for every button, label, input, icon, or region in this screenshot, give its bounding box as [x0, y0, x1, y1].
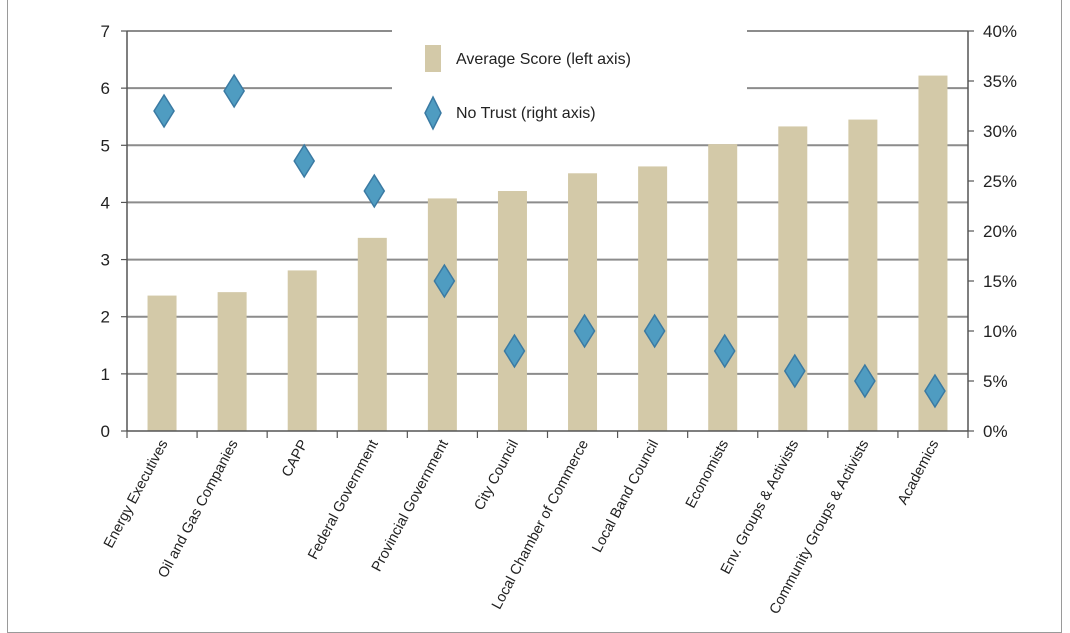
right-tick-label: 10%: [983, 322, 1017, 341]
left-tick-label: 1: [101, 365, 110, 384]
gridlines: [127, 30, 968, 375]
right-tick-label: 0%: [983, 422, 1008, 441]
marker-no-trust: [503, 333, 526, 369]
right-tick-label: 15%: [983, 272, 1017, 291]
legend-background: [392, 30, 747, 140]
bar-average-score: [708, 144, 738, 431]
bar-series: [147, 75, 948, 432]
right-tick-label: 25%: [983, 172, 1017, 191]
marker-no-trust: [924, 373, 946, 409]
category-label: Energy Executives: [101, 437, 172, 551]
legend: Average Score (left axis) No Trust (righ…: [392, 30, 747, 140]
bar-average-score: [217, 292, 247, 431]
category-label: Academics: [895, 437, 942, 507]
marker-no-trust: [573, 313, 596, 349]
bar-average-score: [357, 237, 387, 431]
legend-diamond-swatch: [424, 95, 442, 131]
left-tick-label: 4: [101, 193, 110, 212]
left-axis-ticks: 0 1 2 3 4 5 6 7: [101, 22, 127, 441]
left-tick-label: 2: [101, 308, 110, 327]
left-tick-label: 7: [101, 22, 110, 41]
bar-average-score: [287, 270, 317, 431]
marker-no-trust: [853, 363, 876, 399]
marker-no-trust: [433, 263, 456, 299]
bar-average-score: [778, 126, 808, 431]
bar-average-score: [638, 166, 668, 431]
marker-no-trust: [293, 143, 316, 179]
left-tick-label: 5: [101, 136, 110, 155]
legend-label-no-trust: No Trust (right axis): [456, 105, 596, 122]
marker-no-trust: [783, 353, 806, 389]
bar-average-score: [568, 173, 598, 432]
bar-average-score: [147, 295, 177, 431]
right-tick-label: 35%: [983, 72, 1017, 91]
bar-average-score: [427, 198, 457, 431]
category-label: Federal Government: [305, 437, 382, 562]
category-label: Oil and Gas Companies: [155, 437, 241, 580]
category-label: CAPP: [279, 437, 312, 479]
category-label: Economists: [683, 437, 732, 511]
left-tick-label: 0: [101, 422, 110, 441]
right-tick-label: 20%: [983, 222, 1017, 241]
right-tick-label: 30%: [983, 122, 1017, 141]
left-tick-label: 6: [101, 79, 110, 98]
right-tick-label: 5%: [983, 372, 1008, 391]
right-tick-label: 40%: [983, 22, 1017, 41]
marker-no-trust: [713, 333, 736, 369]
category-label: Provincial Government: [369, 437, 452, 574]
category-label: Local Band Council: [589, 437, 662, 555]
marker-no-trust: [223, 73, 246, 109]
bar-average-score: [497, 191, 527, 431]
marker-series: [153, 73, 946, 409]
marker-no-trust: [643, 313, 666, 349]
left-tick-label: 3: [101, 251, 110, 270]
legend-bar-swatch: [425, 45, 441, 72]
legend-label-average-score: Average Score (left axis): [456, 51, 631, 68]
bar-average-score: [918, 75, 948, 432]
right-axis-ticks: 0% 5% 10% 15% 20% 25% 30% 35% 40%: [968, 22, 1017, 441]
category-label: City Council: [472, 437, 522, 513]
category-label: Env. Groups & Activists: [718, 437, 802, 577]
marker-no-trust: [153, 93, 175, 129]
marker-no-trust: [363, 173, 386, 209]
